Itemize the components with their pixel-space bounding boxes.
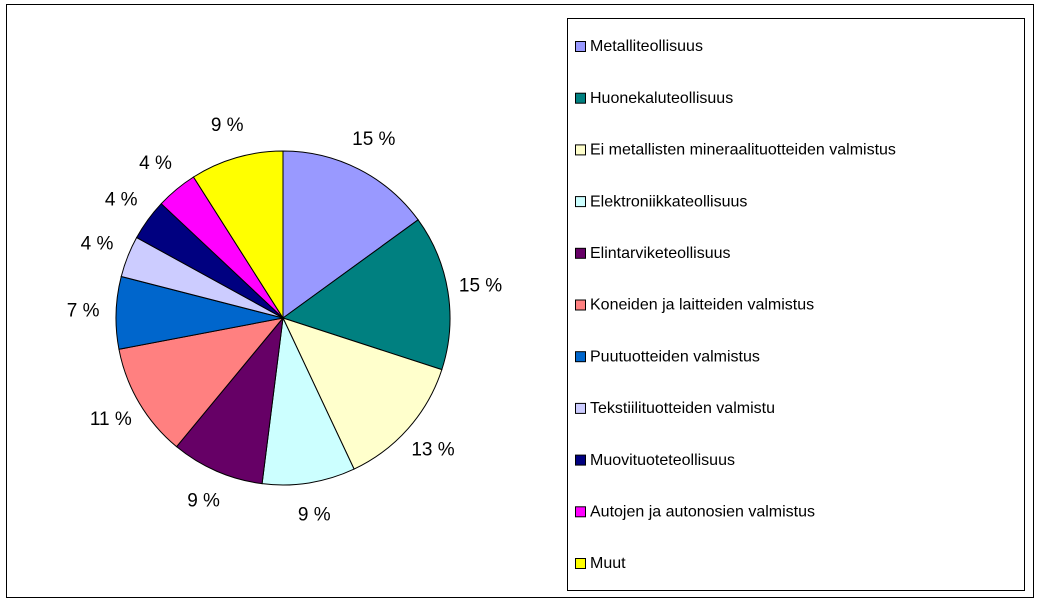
legend-swatch bbox=[575, 144, 586, 156]
slice-label: 9 % bbox=[298, 505, 331, 526]
pie-slice bbox=[282, 317, 443, 470]
slice-label: 4 % bbox=[81, 233, 114, 254]
legend-label: Ei metallisten mineraalituotteiden valmi… bbox=[590, 142, 896, 159]
legend-swatch bbox=[575, 506, 586, 518]
legend-swatch bbox=[575, 299, 586, 311]
legend-swatch bbox=[575, 454, 586, 466]
pie-slice bbox=[282, 150, 419, 319]
legend-label: Metalliteollisuus bbox=[590, 38, 703, 55]
legend-swatch bbox=[575, 351, 586, 363]
slice-label: 15 % bbox=[352, 129, 395, 150]
legend-swatch bbox=[575, 402, 586, 414]
slice-label: 9 % bbox=[211, 115, 244, 136]
legend-label: Puutuotteiden valmistus bbox=[590, 348, 760, 365]
slice-label: 9 % bbox=[187, 491, 220, 512]
pie-slice bbox=[118, 317, 285, 448]
slice-label: 13 % bbox=[411, 439, 454, 460]
legend-swatch bbox=[575, 196, 586, 208]
slice-label: 15 % bbox=[459, 276, 502, 297]
legend-swatch bbox=[575, 247, 586, 259]
legend-label: Muovituoteteollisuus bbox=[590, 452, 735, 469]
pie-slice bbox=[175, 316, 284, 485]
legend-label: Tekstiilituotteiden valmistu bbox=[590, 400, 775, 417]
legend-swatch bbox=[575, 558, 586, 569]
slice-label: 11 % bbox=[90, 409, 132, 430]
legend-label: Elintarviketeollisuus bbox=[590, 245, 731, 262]
legend-label: Elektroniikkateollisuus bbox=[590, 193, 747, 210]
legend-swatch bbox=[575, 41, 586, 52]
legend-label: Autojen ja autonosien valmistus bbox=[590, 504, 815, 521]
slice-label: 4 % bbox=[105, 189, 138, 210]
pie-slice bbox=[261, 316, 355, 486]
slice-label: 7 % bbox=[67, 301, 100, 322]
pie-slice bbox=[281, 219, 451, 371]
legend-swatch bbox=[575, 92, 586, 104]
pie-slice bbox=[192, 150, 284, 320]
legend-box bbox=[567, 18, 1025, 591]
slice-label: 4 % bbox=[139, 153, 172, 174]
legend-label: Koneiden ja laitteiden valmistus bbox=[590, 297, 814, 314]
legend-label: Huonekaluteollisuus bbox=[590, 90, 733, 107]
legend-label: Muut bbox=[590, 555, 626, 572]
